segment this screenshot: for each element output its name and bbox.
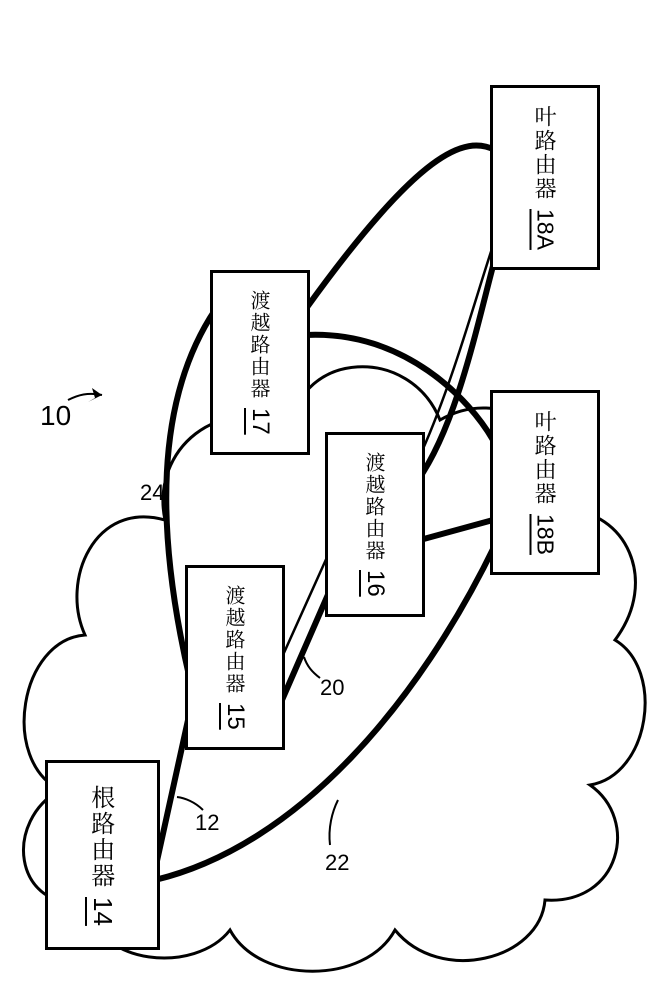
node-number: 17 xyxy=(246,408,274,435)
ref-label-22: 22 xyxy=(325,850,349,876)
path-16-18a-thin xyxy=(418,225,500,460)
arrowhead-10 xyxy=(88,388,102,402)
node-number: 18B xyxy=(532,514,559,555)
diagram-stage: 根路由器 14 渡越路由器 15 渡越路由器 17 渡越路由器 16 叶路由器 … xyxy=(0,0,662,1000)
path-16-18a-thick xyxy=(418,240,500,480)
node-root-router: 根路由器 14 xyxy=(45,760,160,950)
ref-label-10: 10 xyxy=(40,400,71,432)
leader-12 xyxy=(177,797,203,810)
node-leaf-router-18a: 叶路由器 18A xyxy=(490,85,600,270)
node-transit-router-17: 渡越路由器 17 xyxy=(210,270,310,455)
node-label: 渡越路由器 xyxy=(364,452,386,562)
leader-10 xyxy=(68,394,102,400)
ref-label-24: 24 xyxy=(140,480,164,506)
path-15-16-thin xyxy=(283,555,328,655)
node-transit-router-16: 渡越路由器 16 xyxy=(325,432,425,617)
node-label: 叶路由器 xyxy=(533,410,557,506)
node-label: 根路由器 xyxy=(89,785,115,889)
node-label: 渡越路由器 xyxy=(224,585,246,695)
node-leaf-router-18b: 叶路由器 18B xyxy=(490,390,600,575)
leader-22 xyxy=(329,800,338,845)
ref-label-20: 20 xyxy=(320,675,344,701)
node-number: 14 xyxy=(87,897,118,926)
node-number: 15 xyxy=(221,703,249,730)
node-label: 渡越路由器 xyxy=(249,290,271,400)
path-16-18b xyxy=(420,520,493,540)
node-label: 叶路由器 xyxy=(533,105,557,201)
node-transit-router-15: 渡越路由器 15 xyxy=(185,565,285,750)
node-number: 18A xyxy=(532,209,559,250)
leader-20 xyxy=(304,657,320,678)
node-number: 16 xyxy=(361,570,389,597)
ref-label-12: 12 xyxy=(195,810,219,836)
path-17-to-leaves xyxy=(305,145,495,440)
